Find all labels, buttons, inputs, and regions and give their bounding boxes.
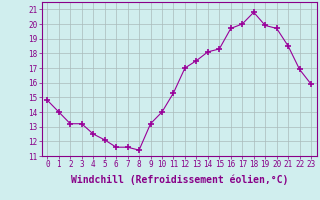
X-axis label: Windchill (Refroidissement éolien,°C): Windchill (Refroidissement éolien,°C) — [70, 175, 288, 185]
